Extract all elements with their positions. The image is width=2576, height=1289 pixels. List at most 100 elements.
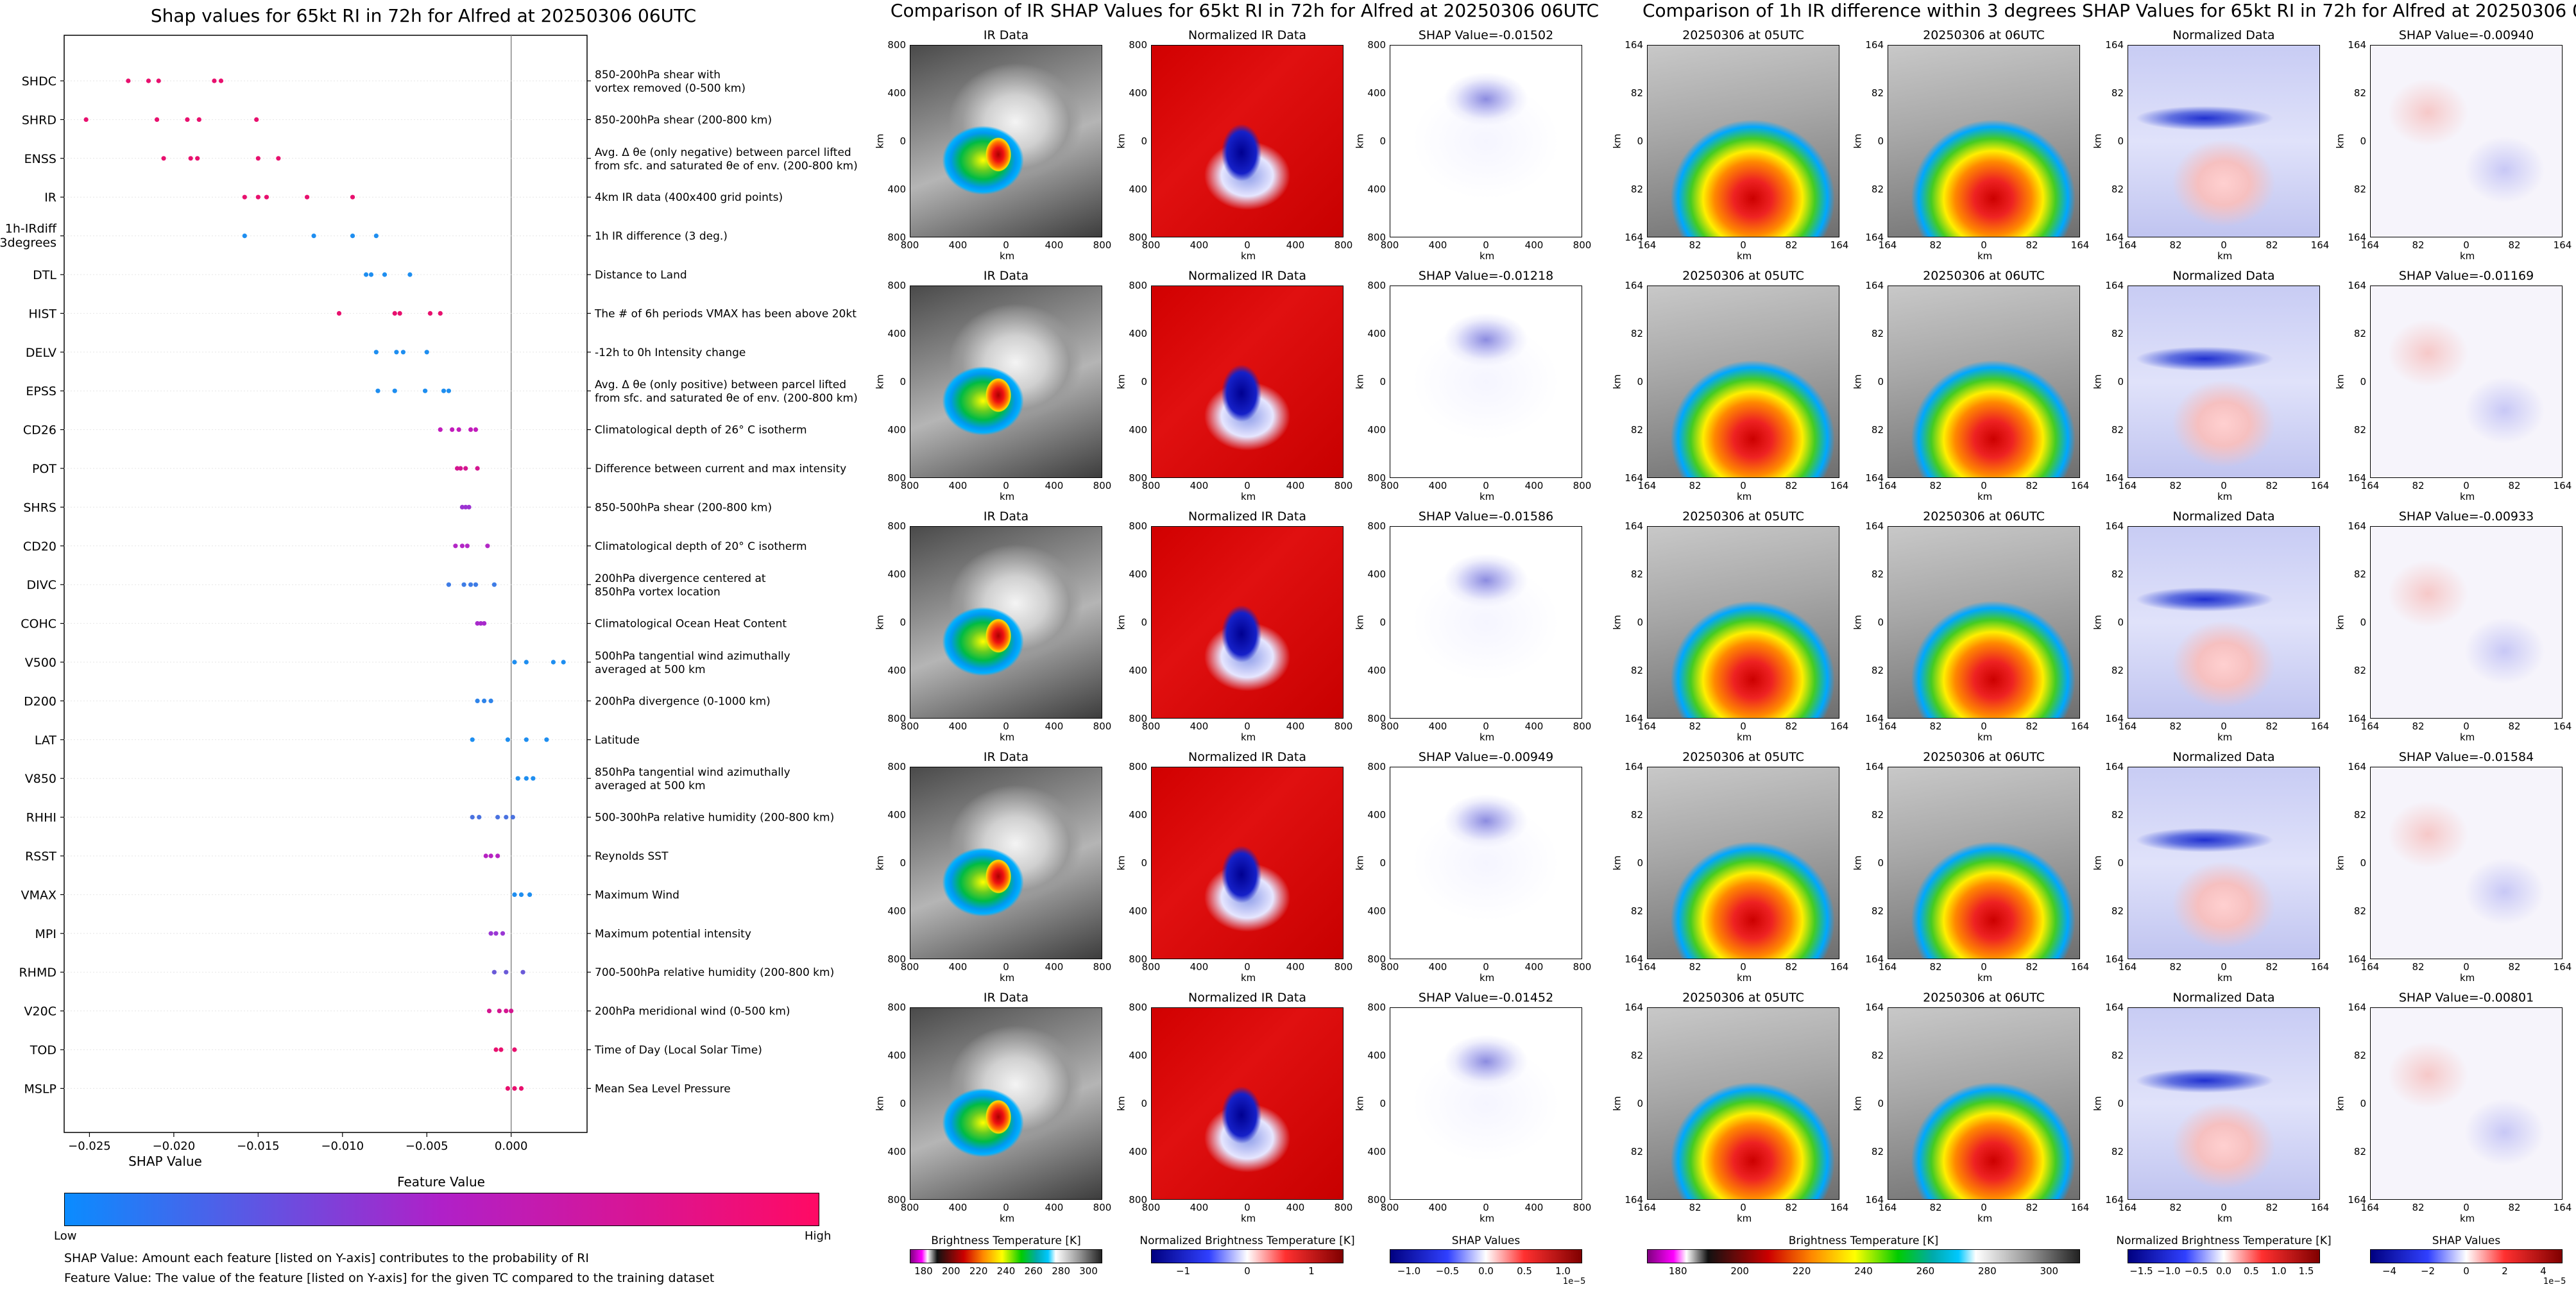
x-tick-label: 164: [1878, 961, 1897, 973]
irdiff-t1-r3-image: [1888, 767, 2080, 959]
ir-data-r1-image: [910, 286, 1102, 478]
shap-point: [499, 1047, 504, 1052]
feature-code-label: LAT: [35, 733, 57, 747]
shap-point: [350, 194, 355, 200]
x-tick-label: 0: [1003, 721, 1009, 732]
y-tick-label: 82: [1871, 905, 1884, 917]
x-axis-label: km: [2460, 491, 2475, 502]
colorbar-tick-label: 1.5: [2298, 1265, 2314, 1277]
y-tick-label: 0: [2360, 857, 2366, 869]
irdiff-t1-r2-title: 20250306 at 06UTC: [1923, 509, 2045, 524]
y-tick-label: 164: [2348, 39, 2366, 51]
feature-description-label: Difference between current and max inten…: [595, 463, 846, 475]
x-tick-label: 164: [1878, 480, 1897, 491]
y-axis-label: km: [1611, 133, 1623, 149]
x-tick-label: 800: [900, 480, 919, 491]
y-axis-label: km: [1354, 1096, 1366, 1111]
feature-description-label: Climatological depth of 20° C isotherm: [595, 540, 807, 553]
x-tick-label: 82: [2508, 1202, 2521, 1213]
bt-mid-colorbar: [910, 1249, 1102, 1263]
x-tick-label: 0: [2463, 721, 2469, 732]
x-tick-label: 82: [2508, 480, 2521, 491]
irdiff-t0-r1-title: 20250306 at 05UTC: [1682, 269, 1804, 283]
x-tick-label: 0: [1483, 721, 1489, 732]
left-chart-title: Shap values for 65kt RI in 72h for Alfre…: [150, 5, 697, 26]
irdiff-t0-r3-title: 20250306 at 05UTC: [1682, 750, 1804, 764]
y-axis-label: km: [1354, 615, 1366, 630]
y-tick-label: 0: [2117, 376, 2124, 388]
shap-point: [483, 853, 488, 858]
y-axis-label: km: [1354, 133, 1366, 149]
x-tick-label: 164: [2070, 239, 2090, 251]
norm-ir-r1-title: Normalized IR Data: [1188, 269, 1306, 283]
x-tick-label: 800: [1141, 480, 1161, 491]
y-axis-label: km: [1115, 133, 1127, 149]
y-tick-label: 0: [900, 617, 906, 628]
colorbar-tick-label: 0: [1244, 1265, 1250, 1277]
shap-point: [509, 1009, 514, 1014]
shap-point: [512, 892, 517, 897]
irdiff-t1-r3-title: 20250306 at 06UTC: [1923, 750, 2045, 764]
y-tick-label: 800: [887, 1194, 906, 1206]
irdiff-shap-r4-image: [2370, 1007, 2563, 1200]
y-tick-label: 800: [887, 472, 906, 484]
y-tick-label: 0: [2117, 857, 2124, 869]
x-axis-label: km: [1480, 972, 1495, 984]
irdiff-norm-r4-image: [2128, 1007, 2320, 1200]
bt-mid-colorbar-label: Brightness Temperature [K]: [931, 1234, 1081, 1247]
shap-point: [446, 582, 452, 587]
colorbar-tick-label: −1: [1175, 1265, 1191, 1277]
ir-shap-r4-image: [1390, 1007, 1582, 1200]
feature-description-label: Latitude: [595, 734, 640, 747]
shap-point: [488, 853, 493, 858]
x-tick-label: −0.015: [237, 1140, 280, 1153]
y-tick-label: 82: [2353, 809, 2366, 821]
shap-point: [368, 272, 374, 277]
y-tick-label: 400: [1129, 328, 1147, 339]
y-tick-label: 82: [2353, 568, 2366, 580]
x-tick-label: 800: [1334, 480, 1353, 491]
shap-point: [468, 582, 473, 587]
y-tick-label: 400: [1367, 665, 1386, 676]
y-tick-label: 0: [1637, 857, 1643, 869]
y-tick-label: 400: [1367, 87, 1386, 99]
shap-point: [441, 388, 447, 393]
y-tick-label: 164: [1625, 1194, 1643, 1206]
y-tick-label: 82: [2111, 328, 2124, 339]
x-tick-label: 0: [1003, 239, 1009, 251]
x-tick-label: 82: [2412, 1202, 2425, 1213]
y-tick-label: 164: [2105, 39, 2124, 51]
y-tick-label: 800: [1367, 280, 1386, 291]
feature-description-label: Reynolds SST: [595, 850, 669, 863]
x-tick-label: 800: [1334, 721, 1353, 732]
y-tick-label: 400: [887, 665, 906, 676]
shap-point: [459, 504, 465, 510]
shap-point: [463, 504, 468, 510]
shap-point: [242, 234, 247, 239]
ir-shap-r2-image: [1390, 526, 1582, 719]
y-tick-label: 164: [1625, 232, 1643, 243]
x-tick-label: 400: [1286, 1202, 1305, 1213]
x-axis-label: km: [1000, 491, 1015, 502]
y-tick-label: 800: [1367, 520, 1386, 532]
y-tick-label: 164: [1625, 39, 1643, 51]
x-axis-label: km: [2217, 491, 2233, 502]
x-tick-label: 0: [2221, 480, 2227, 491]
shap-point: [459, 543, 465, 549]
colorbar-tick-label: −4: [2382, 1265, 2397, 1277]
x-tick-label: 400: [1045, 721, 1064, 732]
shap-point: [304, 194, 310, 200]
shap-point: [524, 737, 529, 742]
x-tick-label: 82: [2265, 480, 2278, 491]
x-tick-label: 400: [948, 239, 968, 251]
y-tick-label: 82: [1871, 184, 1884, 195]
irdiff-t0-r2-title: 20250306 at 05UTC: [1682, 509, 1804, 524]
x-tick-label: 164: [2310, 961, 2330, 973]
feature-description-label: Climatological depth of 26° C isotherm: [595, 424, 807, 437]
y-tick-label: 400: [887, 1146, 906, 1157]
y-axis-label: km: [1115, 855, 1127, 871]
x-axis-label: km: [2460, 731, 2475, 743]
x-tick-label: 164: [1637, 239, 1657, 251]
y-axis-label: km: [1115, 1096, 1127, 1111]
x-tick-label: 82: [2508, 721, 2521, 732]
